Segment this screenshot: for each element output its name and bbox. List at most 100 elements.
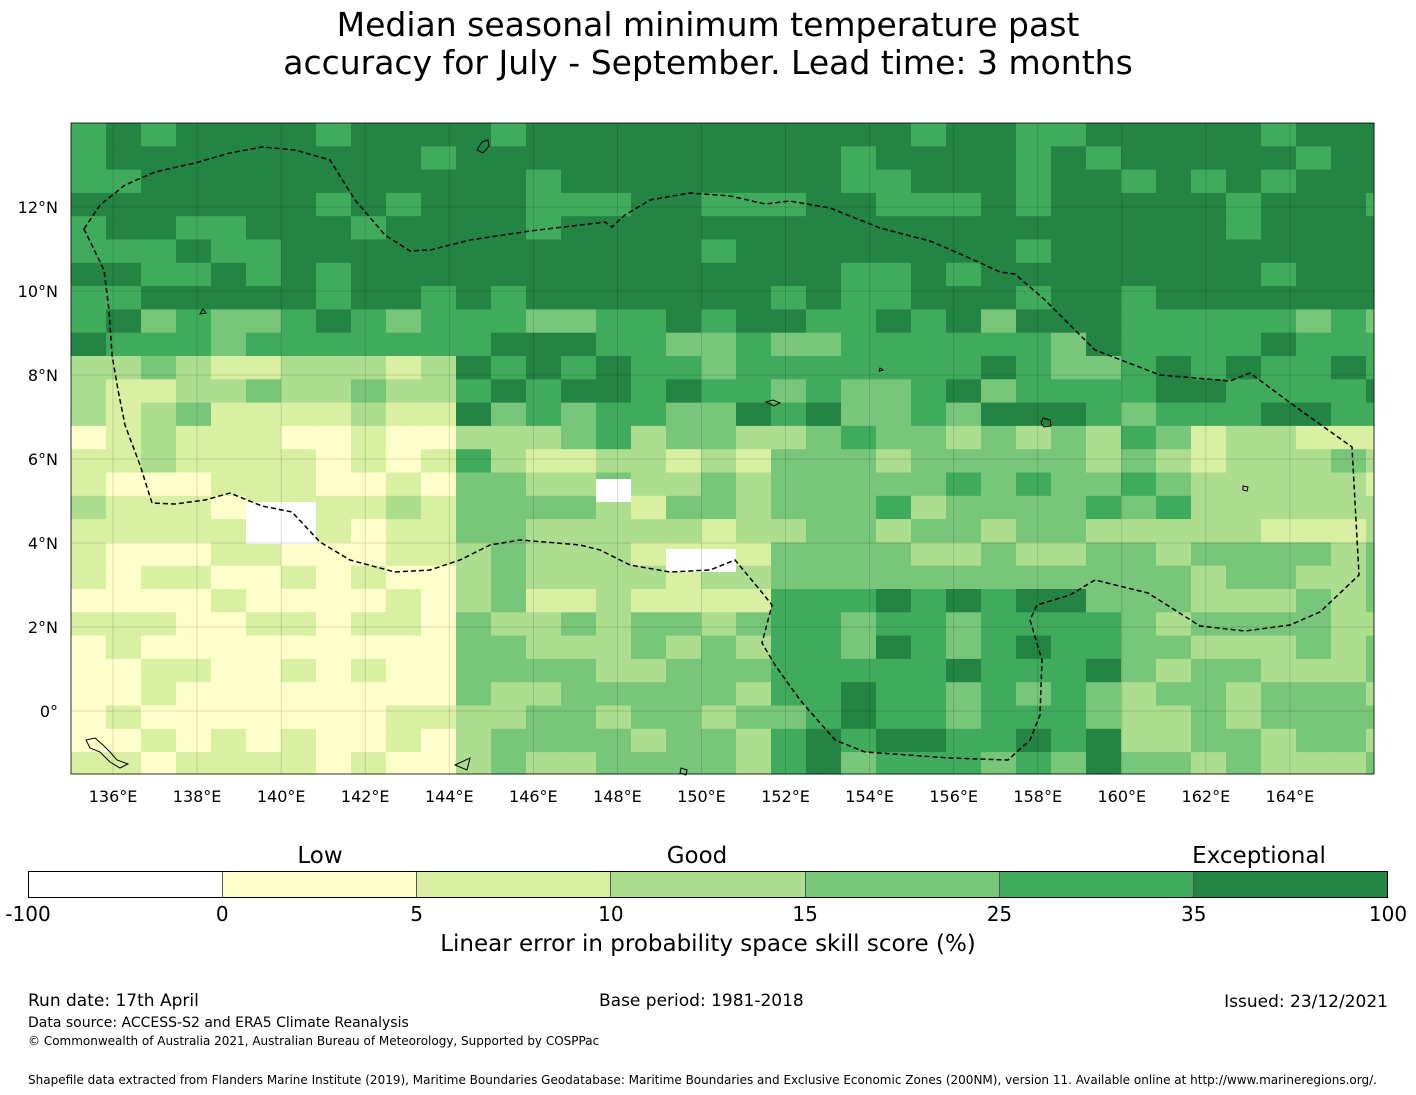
grid-cell xyxy=(1366,565,1375,590)
grid-cell xyxy=(841,728,877,753)
grid-cell xyxy=(666,728,702,753)
grid-cell xyxy=(1156,658,1192,683)
grid-cell xyxy=(316,332,352,357)
grid-cell xyxy=(946,309,982,334)
grid-cell xyxy=(1226,612,1262,637)
grid-cell xyxy=(1261,658,1297,683)
grid-cell xyxy=(1191,123,1227,147)
grid-cell xyxy=(386,565,422,590)
grid-cell xyxy=(316,635,352,660)
grid-cell xyxy=(911,425,947,450)
grid-cell xyxy=(806,123,842,147)
grid-cell xyxy=(1191,635,1227,660)
grid-cell xyxy=(1121,542,1157,567)
grid-cell xyxy=(456,635,492,660)
grid-cell xyxy=(876,612,912,637)
grid-cell xyxy=(1226,472,1262,497)
grid-cell xyxy=(106,449,142,473)
grid-cell xyxy=(141,449,177,473)
grid-cell xyxy=(351,682,387,706)
grid-cell xyxy=(981,332,1017,357)
grid-cell xyxy=(491,379,527,404)
grid-cell xyxy=(71,425,107,450)
grid-cell xyxy=(176,449,212,473)
grid-cell xyxy=(351,612,387,637)
grid-cell xyxy=(1296,356,1332,380)
grid-cell xyxy=(736,612,772,637)
grid-cell xyxy=(211,286,247,310)
grid-cell xyxy=(1261,542,1297,567)
grid-cell xyxy=(1296,495,1332,520)
grid-cell xyxy=(841,332,877,357)
x-tick-label: 136°E xyxy=(89,787,138,806)
grid-cell xyxy=(701,239,737,264)
grid-cell xyxy=(666,239,702,264)
grid-cell xyxy=(1156,728,1192,753)
grid-cell xyxy=(141,169,177,194)
grid-cell xyxy=(771,635,807,660)
grid-cell xyxy=(71,449,107,473)
grid-cell xyxy=(176,635,212,660)
grid-cell xyxy=(981,192,1017,217)
grid-cell xyxy=(631,682,667,706)
grid-cell xyxy=(701,332,737,357)
grid-cell xyxy=(176,542,212,567)
grid-cell xyxy=(386,425,422,450)
grid-cell xyxy=(176,425,212,450)
grid-cell xyxy=(246,216,282,240)
grid-cell xyxy=(246,658,282,683)
grid-cell xyxy=(211,402,247,427)
grid-cell xyxy=(351,472,387,497)
grid-cell xyxy=(736,728,772,753)
grid-cell xyxy=(631,169,667,194)
grid-cell xyxy=(1016,402,1052,427)
grid-cell xyxy=(666,589,702,613)
grid-cell xyxy=(946,192,982,217)
grid-cell xyxy=(211,472,247,497)
grid-cell xyxy=(1051,146,1087,171)
grid-cell xyxy=(141,612,177,637)
grid-cell xyxy=(211,332,247,357)
grid-cell xyxy=(1366,682,1375,706)
grid-cell xyxy=(771,356,807,380)
grid-cell xyxy=(421,495,457,520)
grid-cell xyxy=(736,658,772,683)
grid-cell xyxy=(561,192,597,217)
grid-cell-missing xyxy=(246,502,316,544)
x-axis-ticks: 136°E 138°E 140°E 142°E 144°E 146°E 148°E 150°E… xyxy=(89,787,1315,806)
grid-cell xyxy=(1331,146,1367,171)
grid-cell xyxy=(1191,425,1227,450)
grid-cell xyxy=(1016,519,1052,543)
skill-score-map: 136°E 138°E 140°E 142°E 144°E 146°E 148°E 150°E… xyxy=(18,122,1375,806)
grid-cell xyxy=(701,192,737,217)
colorbar-tick-label: 15 xyxy=(792,902,818,926)
x-tick-label: 162°E xyxy=(1182,787,1231,806)
grid-cell xyxy=(596,332,632,357)
grid-cell xyxy=(1296,262,1332,287)
grid-cell xyxy=(631,332,667,357)
grid-cell xyxy=(526,146,562,171)
grid-cell xyxy=(1156,192,1192,217)
grid-cell xyxy=(561,425,597,450)
grid-cell xyxy=(386,402,422,427)
grid-cell xyxy=(421,425,457,450)
grid-cell xyxy=(1366,425,1375,450)
grid-cell xyxy=(561,449,597,473)
grid-cell xyxy=(701,705,737,730)
grid-cell xyxy=(71,728,107,753)
grid-cell xyxy=(1121,332,1157,357)
grid-cell xyxy=(806,146,842,171)
grid-cell xyxy=(876,728,912,753)
grid-cell xyxy=(456,449,492,473)
grid-cell xyxy=(1226,309,1262,334)
grid-cell xyxy=(841,542,877,567)
grid-cell xyxy=(491,239,527,264)
grid-cell xyxy=(526,239,562,264)
grid-cell xyxy=(1191,472,1227,497)
grid-cell xyxy=(1086,379,1122,404)
grid-cell xyxy=(631,612,667,637)
grid-cell xyxy=(246,356,282,380)
grid-cell xyxy=(316,239,352,264)
grid-cell xyxy=(211,612,247,637)
grid-cell xyxy=(561,565,597,590)
